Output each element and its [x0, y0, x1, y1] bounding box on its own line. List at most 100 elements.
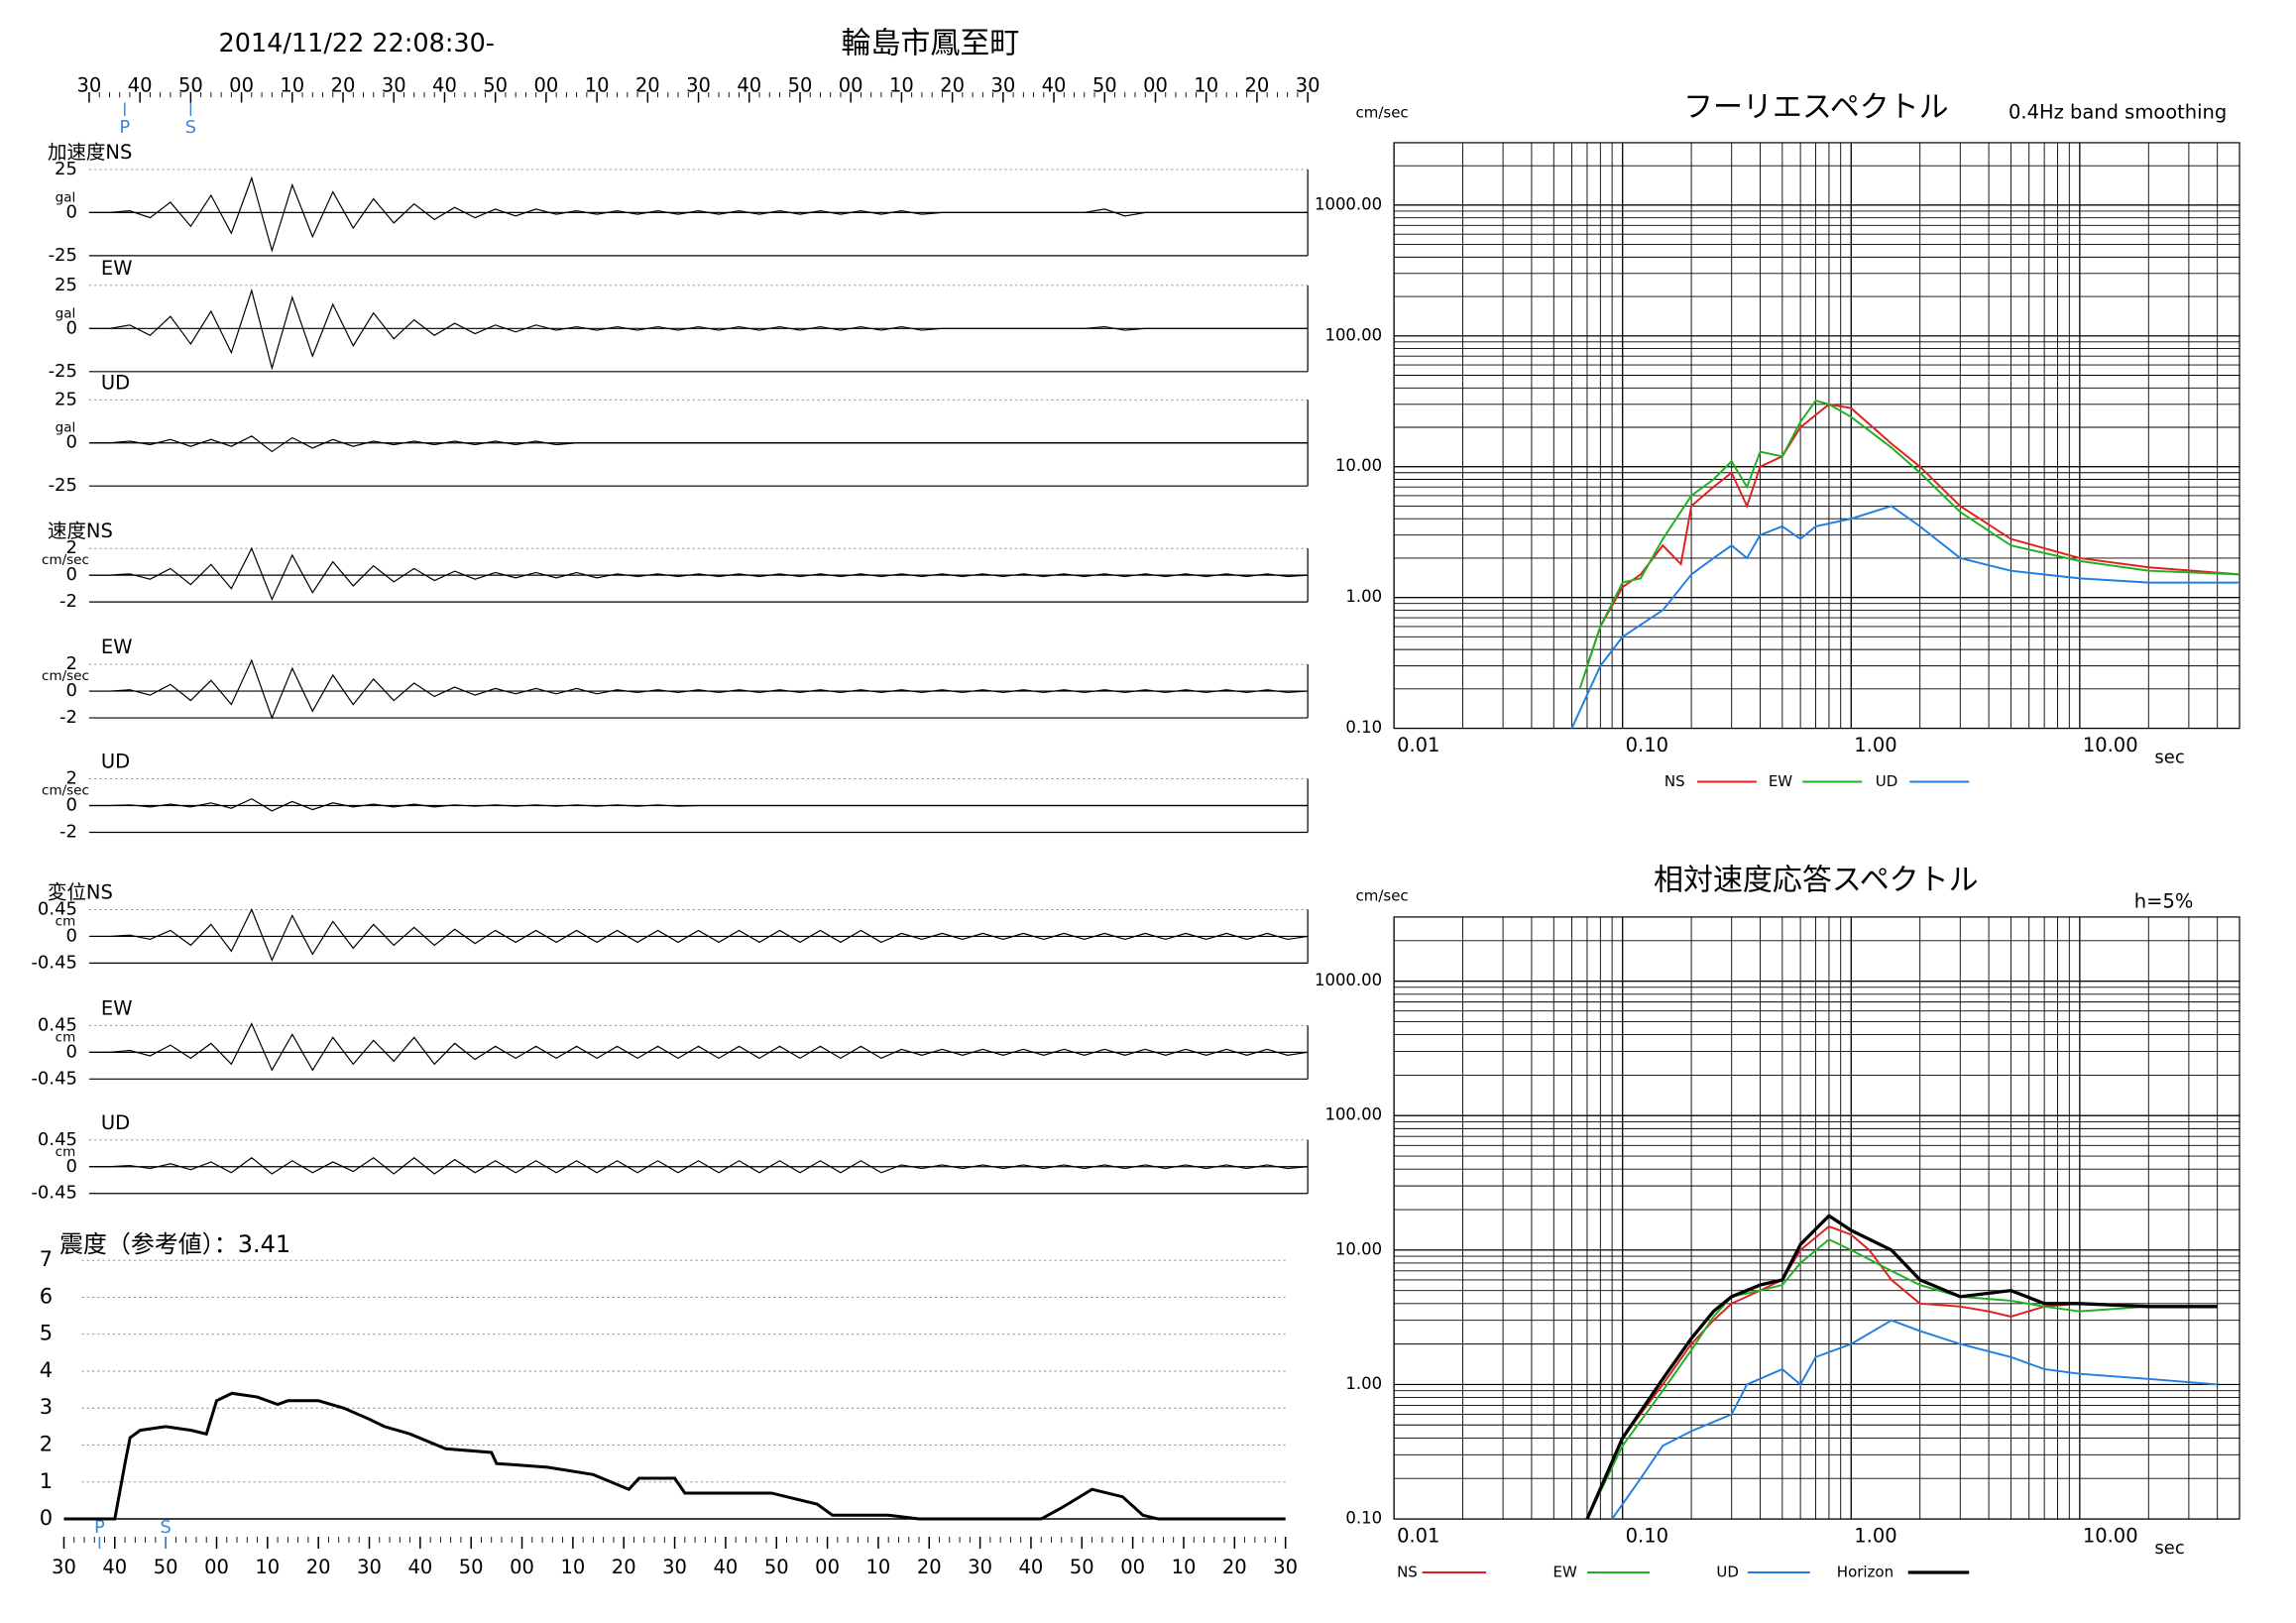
x-tick-label: 10: [560, 1556, 585, 1578]
y-tick-label: 10.00: [1335, 1239, 1382, 1258]
record-time: 2014/11/22 22:08:30-: [219, 29, 495, 58]
panel-label: EW: [101, 636, 133, 658]
x-tick-label: 0.10: [1626, 734, 1668, 756]
x-tick-label: 20: [940, 73, 965, 96]
x-tick-label: 30: [357, 1556, 382, 1578]
panel-unit: cm/sec: [42, 668, 89, 684]
x-tick-label: 40: [128, 73, 153, 96]
y-tick-label: -0.45: [31, 952, 76, 973]
x-tick-label: 00: [815, 1556, 840, 1578]
y-tick-label: 0: [66, 1041, 77, 1062]
waveform: [88, 658, 1309, 720]
x-tick-label: 00: [839, 73, 863, 96]
waveform: [88, 546, 1309, 601]
y-tick-label: 0.45: [38, 1014, 77, 1035]
legend-label: NS: [1397, 1564, 1418, 1581]
x-tick-label: 40: [737, 73, 761, 96]
y-tick-label: 0: [40, 1506, 53, 1530]
panel-unit: cm: [56, 913, 76, 929]
panel-label: 速度NS: [48, 520, 113, 542]
phase-label: P: [94, 1517, 105, 1538]
phase-label: S: [185, 117, 196, 138]
x-tick-label: 20: [1222, 1556, 1247, 1578]
legend-label: Horizon: [1837, 1564, 1894, 1581]
legend-label: UD: [1876, 772, 1898, 790]
damping-note: h=5%: [2134, 889, 2194, 912]
y-tick-label: 2: [66, 537, 77, 558]
x-tick-label: 30: [77, 73, 102, 96]
spectrum-line: [1586, 1224, 2218, 1520]
response-title: 相対速度応答スペクトル: [1654, 863, 1979, 897]
spectrum-line: [1611, 1319, 2218, 1520]
y-tick-label: 0: [66, 317, 77, 338]
x-tick-label: 40: [1019, 1556, 1044, 1578]
x-tick-label: 20: [331, 73, 356, 96]
x-tick-label: 50: [459, 1556, 484, 1578]
x-tick-label: 0.10: [1626, 1525, 1668, 1548]
panel-label: UD: [101, 751, 130, 773]
y-tick-label: 100.00: [1324, 325, 1382, 344]
x-tick-label: 10: [889, 73, 914, 96]
x-tick-label: 40: [407, 1556, 432, 1578]
spectrum-line: [1586, 1237, 2218, 1520]
phase-label: P: [119, 117, 130, 138]
panel-label: UD: [101, 371, 130, 394]
panel-unit: cm: [56, 1144, 76, 1160]
legend-label: EW: [1552, 1564, 1576, 1581]
spectrum-line: [1570, 505, 2240, 729]
y-tick-label: 10.00: [1335, 456, 1382, 475]
y-tick-label: 1.00: [1345, 587, 1382, 606]
x-tick-label: 50: [1092, 73, 1117, 96]
x-tick-label: 10: [585, 73, 610, 96]
x-tick-label: 40: [1042, 73, 1067, 96]
y-tick-label: 0: [66, 680, 77, 701]
x-tick-label: 1.00: [1854, 734, 1896, 756]
x-tick-label: 50: [788, 73, 813, 96]
x-tick-label: 40: [714, 1556, 739, 1578]
y-tick-label: 1000.00: [1315, 194, 1382, 213]
panel-label: EW: [101, 257, 133, 280]
x-tick-label: 40: [432, 73, 457, 96]
y-tick-label: 25: [55, 389, 77, 409]
x-tick-label: 30: [52, 1556, 76, 1578]
y-tick-label: 0: [66, 201, 77, 222]
x-tick-label: 20: [635, 73, 660, 96]
legend-label: EW: [1769, 772, 1792, 790]
intensity-title: 震度（参考値）：3.41: [59, 1230, 290, 1258]
panel-unit: gal: [56, 189, 76, 205]
y-tick-label: 0: [66, 925, 77, 946]
x-tick-label: 00: [229, 73, 254, 96]
x-tick-label: 1.00: [1854, 1525, 1896, 1548]
x-tick-label: 50: [178, 73, 203, 96]
waveform: [88, 288, 1309, 371]
x-tick-label: 10.00: [2083, 734, 2138, 756]
y-tick-label: 0.45: [38, 898, 77, 919]
y-tick-label: 0: [66, 795, 77, 816]
waveform: [88, 798, 1309, 812]
y-tick-label: -2: [59, 707, 77, 728]
x-tick-label: 50: [154, 1556, 178, 1578]
x-tick-label: 10: [1172, 1556, 1197, 1578]
x-tick-label: 10: [280, 73, 304, 96]
x-tick-label: 0.01: [1397, 1525, 1439, 1548]
waveform: [88, 1022, 1309, 1072]
fourier-title: フーリエスペクトル: [1683, 90, 1949, 125]
y-tick-label: -0.45: [31, 1183, 76, 1204]
y-tick-label: 5: [40, 1322, 53, 1345]
y-tick-label: 100.00: [1324, 1105, 1382, 1124]
x-tick-label: 30: [382, 73, 406, 96]
panel-label: EW: [101, 996, 133, 1019]
y-tick-label: -2: [59, 591, 77, 612]
x-tick-label: 40: [102, 1556, 127, 1578]
y-axis-unit: cm/sec: [1356, 103, 1409, 121]
x-tick-label: 30: [968, 1556, 992, 1578]
x-tick-label: 50: [1070, 1556, 1094, 1578]
spectrum-line: [1578, 399, 2240, 690]
panel-unit: cm/sec: [42, 783, 89, 799]
y-tick-label: 1000.00: [1315, 971, 1382, 989]
x-tick-label: 0.01: [1397, 734, 1439, 756]
y-tick-label: 25: [55, 275, 77, 295]
x-tick-label: 20: [917, 1556, 942, 1578]
x-axis-unit: sec: [2154, 748, 2184, 768]
